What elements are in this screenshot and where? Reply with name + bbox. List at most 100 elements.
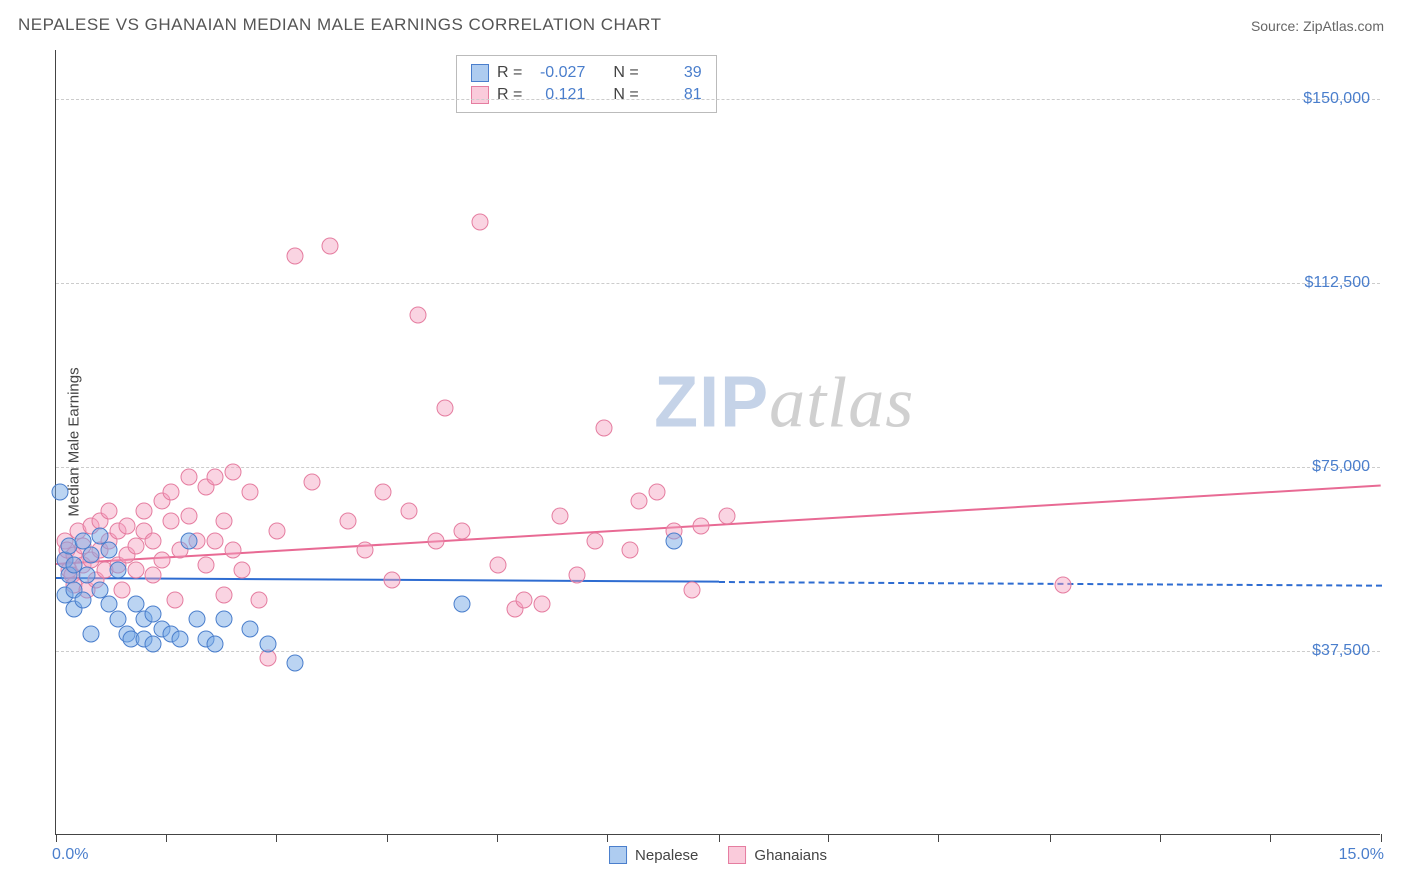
chart-title: NEPALESE VS GHANAIAN MEDIAN MALE EARNING… [18, 15, 662, 35]
data-point-ghanaians [569, 566, 586, 583]
x-tick [56, 834, 57, 842]
data-point-ghanaians [551, 508, 568, 525]
x-tick [1050, 834, 1051, 842]
data-point-ghanaians [224, 463, 241, 480]
x-tick [276, 834, 277, 842]
data-point-ghanaians [215, 513, 232, 530]
grid-line [56, 283, 1380, 284]
data-point-ghanaians [145, 566, 162, 583]
x-tick [387, 834, 388, 842]
data-point-nepalese [180, 532, 197, 549]
watermark-zip: ZIP [654, 362, 769, 442]
plot-area: Median Male Earnings ZIPatlas R = -0.027… [55, 50, 1380, 835]
stat-n-label: N = [613, 64, 638, 82]
stat-r-label: R = [497, 86, 522, 104]
data-point-ghanaians [198, 557, 215, 574]
data-point-ghanaians [127, 562, 144, 579]
data-point-ghanaians [631, 493, 648, 510]
data-point-ghanaians [684, 581, 701, 598]
data-point-ghanaians [401, 503, 418, 520]
data-point-nepalese [83, 625, 100, 642]
x-max-label: 15.0% [1339, 846, 1384, 864]
data-point-ghanaians [242, 483, 259, 500]
data-point-ghanaians [533, 596, 550, 613]
data-point-nepalese [145, 635, 162, 652]
data-point-ghanaians [145, 532, 162, 549]
data-point-ghanaians [233, 562, 250, 579]
data-point-ghanaians [127, 537, 144, 554]
x-tick [1381, 834, 1382, 842]
data-point-ghanaians [101, 503, 118, 520]
data-point-ghanaians [719, 508, 736, 525]
trend-line-nepalese-dashed [718, 581, 1381, 587]
data-point-ghanaians [648, 483, 665, 500]
data-point-ghanaians [286, 248, 303, 265]
data-point-ghanaians [595, 419, 612, 436]
data-point-nepalese [454, 596, 471, 613]
legend-label: Ghanaians [754, 847, 827, 864]
legend-item-ghanaians: Ghanaians [728, 846, 827, 864]
data-point-ghanaians [224, 542, 241, 559]
data-point-nepalese [242, 620, 259, 637]
data-point-ghanaians [304, 473, 321, 490]
data-point-ghanaians [454, 522, 471, 539]
stat-r-label: R = [497, 64, 522, 82]
data-point-ghanaians [207, 532, 224, 549]
stats-row-ghanaians: R = 0.121 N = 81 [471, 84, 702, 106]
legend: Nepalese Ghanaians [609, 846, 827, 864]
x-min-label: 0.0% [52, 846, 88, 864]
x-tick [938, 834, 939, 842]
data-point-ghanaians [154, 552, 171, 569]
data-point-ghanaians [374, 483, 391, 500]
data-point-ghanaians [114, 581, 131, 598]
data-point-ghanaians [622, 542, 639, 559]
data-point-ghanaians [207, 468, 224, 485]
data-point-ghanaians [268, 522, 285, 539]
data-point-nepalese [78, 566, 95, 583]
watermark-atlas: atlas [769, 362, 914, 442]
data-point-nepalese [74, 591, 91, 608]
x-tick [719, 834, 720, 842]
data-point-ghanaians [215, 586, 232, 603]
data-point-ghanaians [251, 591, 268, 608]
data-point-ghanaians [489, 557, 506, 574]
y-tick-label: $37,500 [1312, 642, 1370, 660]
data-point-ghanaians [436, 400, 453, 417]
data-point-ghanaians [260, 650, 277, 667]
data-point-ghanaians [162, 513, 179, 530]
data-point-ghanaians [586, 532, 603, 549]
data-point-nepalese [109, 562, 126, 579]
stat-n-value: 39 [647, 64, 702, 82]
stat-r-value: 0.121 [530, 86, 585, 104]
data-point-ghanaians [427, 532, 444, 549]
data-point-ghanaians [180, 508, 197, 525]
swatch-icon [728, 846, 746, 864]
data-point-nepalese [189, 611, 206, 628]
source-attribution: Source: ZipAtlas.com [1251, 18, 1384, 34]
data-point-ghanaians [383, 571, 400, 588]
x-tick [1270, 834, 1271, 842]
grid-line [56, 467, 1380, 468]
legend-label: Nepalese [635, 847, 698, 864]
x-tick [166, 834, 167, 842]
y-tick-label: $75,000 [1312, 458, 1370, 476]
swatch-icon [471, 64, 489, 82]
data-point-ghanaians [1055, 576, 1072, 593]
data-point-nepalese [171, 630, 188, 647]
grid-line [56, 99, 1380, 100]
stat-n-value: 81 [647, 86, 702, 104]
x-tick [497, 834, 498, 842]
data-point-nepalese [215, 611, 232, 628]
y-tick-label: $150,000 [1303, 90, 1370, 108]
swatch-icon [609, 846, 627, 864]
data-point-ghanaians [692, 517, 709, 534]
data-point-ghanaians [410, 306, 427, 323]
stats-row-nepalese: R = -0.027 N = 39 [471, 62, 702, 84]
data-point-ghanaians [339, 513, 356, 530]
data-point-nepalese [83, 547, 100, 564]
data-point-nepalese [101, 542, 118, 559]
legend-item-nepalese: Nepalese [609, 846, 698, 864]
data-point-nepalese [260, 635, 277, 652]
data-point-ghanaians [472, 213, 489, 230]
watermark: ZIPatlas [654, 361, 914, 444]
